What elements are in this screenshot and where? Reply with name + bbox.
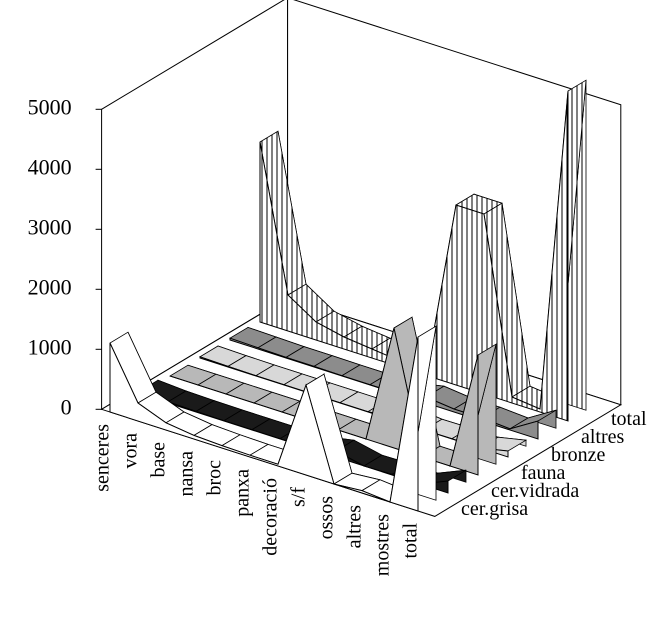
y-tick-label: 5000	[28, 94, 72, 119]
x-tick-label: altres	[344, 505, 366, 549]
legend-label: bronze	[551, 444, 606, 466]
y-tick-label: 3000	[28, 214, 72, 239]
series-ribbon	[109, 325, 437, 512]
x-tick-label: mostres	[372, 514, 394, 576]
x-tick-label: base	[148, 442, 170, 478]
x-tick-label: senceres	[92, 424, 114, 492]
legend-label: altres	[581, 426, 625, 448]
x-tick-label: nansa	[176, 451, 198, 497]
x-tick-label: decoració	[260, 478, 282, 556]
legend-label: cer.vidrada	[491, 480, 579, 502]
x-tick-label: broc	[204, 460, 226, 496]
x-tick-label: total	[400, 523, 422, 559]
x-tick-label: vora	[120, 433, 142, 469]
area	[109, 336, 419, 512]
y-tick-label: 0	[61, 394, 72, 419]
x-tick-label: ossos	[316, 496, 338, 540]
legend-label: cer.grisa	[461, 498, 528, 520]
legend-label: fauna	[521, 462, 566, 484]
legend-label: total	[611, 408, 647, 430]
y-tick-label: 2000	[28, 274, 72, 299]
y-tick-label: 4000	[28, 154, 72, 179]
x-tick-label: panxa	[232, 469, 254, 517]
y-tick-label: 1000	[28, 334, 72, 359]
x-tick-label: s/f	[288, 487, 310, 507]
area	[199, 356, 509, 458]
